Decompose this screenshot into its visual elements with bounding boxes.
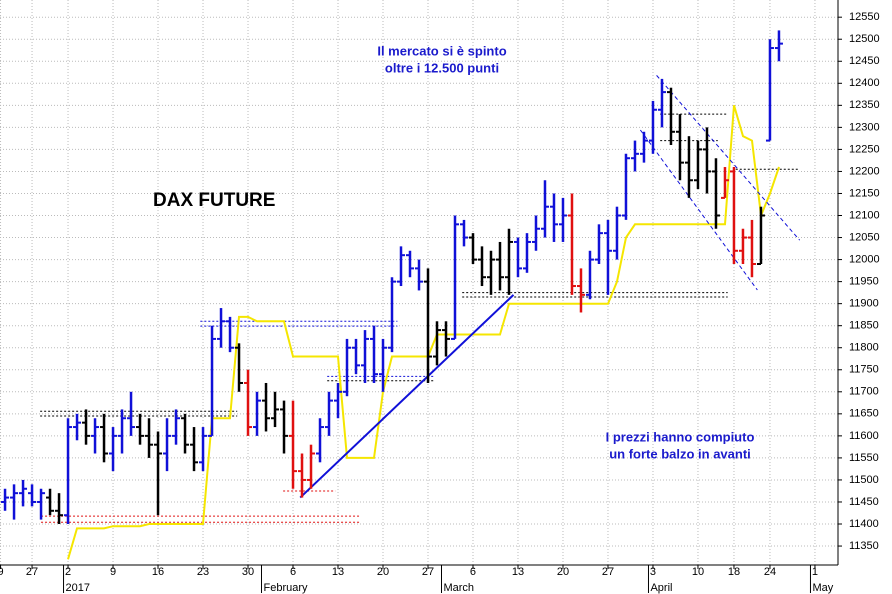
x-tick-label: 18 — [728, 566, 740, 578]
trend-line — [299, 294, 515, 499]
y-tick-label: 12350 — [849, 99, 880, 111]
y-tick-label: 11450 — [849, 496, 879, 508]
y-tick-label: 11350 — [849, 540, 879, 552]
x-tick-label: 20 — [377, 566, 389, 578]
x-tick-label: 6 — [470, 566, 476, 578]
x-tick-label: 13 — [332, 566, 344, 578]
y-tick-label: 12100 — [849, 209, 880, 221]
y-tick-label: 12050 — [849, 231, 880, 243]
annotation: oltre i 12.500 punti — [385, 60, 499, 75]
y-tick-label: 12150 — [849, 187, 880, 199]
y-tick-label: 11500 — [849, 474, 879, 486]
x-tick-label: 9 — [0, 566, 4, 578]
y-tick-label: 11800 — [849, 342, 879, 354]
month-label: March — [443, 582, 474, 594]
y-tick-label: 12000 — [849, 253, 880, 265]
y-tick-label: 11850 — [849, 320, 879, 332]
x-tick-label: 6 — [290, 566, 296, 578]
trend-line — [656, 75, 801, 241]
y-tick-label: 11650 — [849, 408, 879, 420]
x-tick-label: 16 — [152, 566, 164, 578]
x-tick-label: 27 — [26, 566, 38, 578]
x-tick-label: 9 — [110, 566, 116, 578]
y-tick-label: 11700 — [849, 386, 879, 398]
x-tick-label: 30 — [242, 566, 254, 578]
x-tick-label: 1 — [812, 566, 818, 578]
y-tick-label: 12450 — [849, 55, 880, 67]
x-tick-label: 24 — [764, 566, 776, 578]
x-tick-label: 20 — [557, 566, 569, 578]
y-tick-label: 11900 — [849, 298, 879, 310]
y-tick-label: 12200 — [849, 165, 880, 177]
y-tick-label: 11400 — [849, 518, 879, 530]
y-tick-label: 11950 — [849, 276, 879, 288]
y-tick-label: 11750 — [849, 364, 879, 376]
y-tick-label: 12550 — [849, 11, 880, 23]
month-label: April — [650, 582, 672, 594]
annotation: Il mercato si è spinto — [377, 43, 506, 58]
y-tick-label: 12500 — [849, 33, 880, 45]
x-tick-label: 13 — [512, 566, 524, 578]
signal-line — [67, 105, 780, 560]
y-tick-label: 11550 — [849, 452, 879, 464]
x-tick-label: 3 — [650, 566, 656, 578]
y-tick-label: 12300 — [849, 121, 880, 133]
x-tick-label: 23 — [197, 566, 209, 578]
y-tick-label: 12250 — [849, 143, 880, 155]
y-tick-label: 12400 — [849, 77, 880, 89]
trend-line — [639, 129, 758, 291]
annotation: un forte balzo in avanti — [609, 446, 751, 461]
x-tick-label: 10 — [692, 566, 704, 578]
month-label: February — [264, 582, 309, 594]
x-tick-label: 27 — [422, 566, 434, 578]
y-tick-label: 11600 — [849, 430, 879, 442]
month-label: May — [812, 582, 833, 594]
chart-title: DAX FUTURE — [153, 190, 275, 211]
x-tick-label: 27 — [602, 566, 614, 578]
month-label: 2017 — [66, 582, 90, 594]
annotation: I prezzi hanno compiuto — [606, 429, 755, 444]
x-tick-label: 2 — [65, 566, 71, 578]
